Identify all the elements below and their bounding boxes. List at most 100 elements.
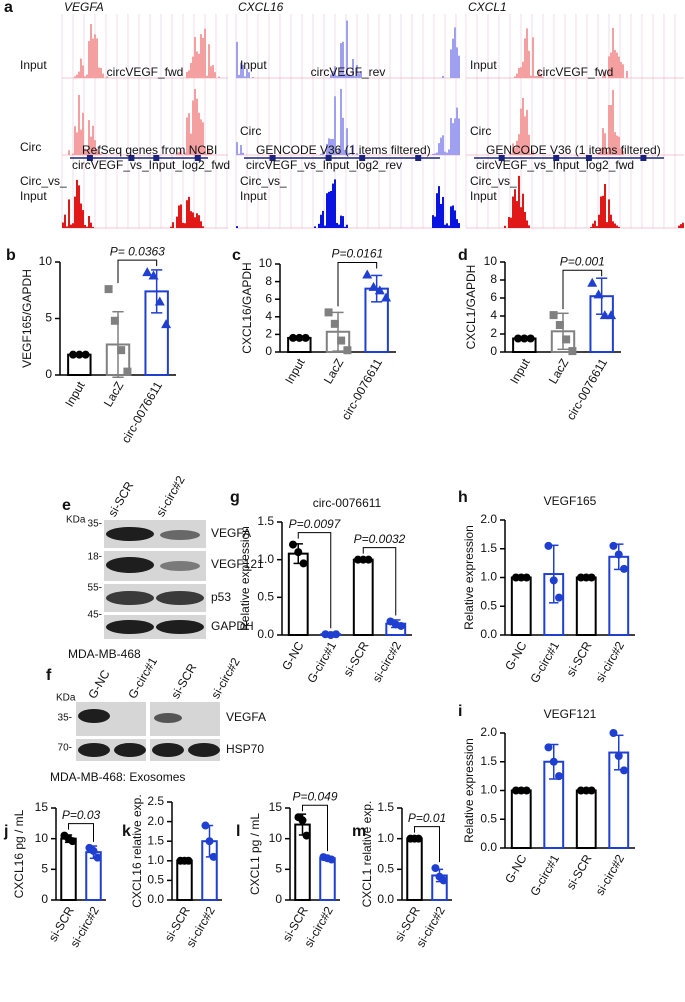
data-point [93,853,102,862]
x-tick-label: Input [507,356,533,387]
bar [575,576,597,636]
coverage-bar [334,179,336,228]
data-point [288,540,297,549]
data-point [520,334,529,343]
coverage-bar [186,71,188,78]
data-point [522,786,531,795]
data-point [123,367,132,376]
significance-bracket [414,826,440,863]
exon [269,155,276,161]
coverage-bar [76,74,78,78]
x-tick-label: G-circ#1 [527,639,562,686]
coverage-bar [186,117,188,155]
y-tick-label: 0.0 [377,892,394,906]
coverage-bar [78,71,80,78]
coverage-bar [452,123,454,155]
coverage-bar [90,136,92,155]
coverage-bar [354,76,356,78]
coverage-bar [192,212,194,228]
coverage-bar [200,221,202,228]
coverage-bar [210,66,212,78]
panel-label: f [46,667,52,684]
x-tick-label: G-NC [502,852,530,886]
bar [510,576,532,636]
coverage-bar [514,189,516,228]
x-tick-label: si-circ#2 [370,639,405,685]
track-label: Input [240,58,267,72]
coverage-bar [214,72,216,78]
coverage-bar [84,224,86,228]
panel-label: i [458,703,462,720]
lane-label: si-circ#2 [153,473,188,519]
coverage-bar [352,144,354,155]
coverage-bar [620,148,622,155]
coverage-bar [446,223,448,228]
coverage-bar [340,89,342,155]
significance-bracket [302,804,328,852]
data-point [154,296,165,306]
coverage-bar [610,52,612,78]
coverage-bar [100,67,102,78]
coverage-bar [80,58,82,78]
y-tick-label: 0.0 [257,627,274,641]
coverage-bar [72,223,74,228]
y-axis-label: Relative expression [462,738,476,843]
significance-bracket [337,262,378,307]
panel-label: c [232,247,241,264]
coverage-bar [454,118,456,155]
x-tick-label: si-circ#2 [593,639,628,685]
x-tick-label: Input [62,379,88,410]
size-marker: 55- [88,583,102,594]
coverage-bar [678,225,680,228]
coverage-bar [184,152,186,155]
coverage-bar [340,215,342,228]
track-note: GENCODE V36 (1 items filtered) [256,143,431,157]
coverage-bar [236,142,238,155]
protein: GAPDH [211,619,254,633]
coverage-bar [536,76,538,78]
coverage-bar [518,67,520,78]
coverage-bar [332,71,334,78]
coverage-bar [326,143,328,155]
data-point [343,346,352,355]
coverage-bar [618,56,620,78]
coverage-bar [528,225,530,228]
y-tick-label: 0 [45,367,52,381]
y-tick-label: 10 [269,831,283,845]
y-tick-label: 1.5 [480,754,497,768]
band [160,530,200,540]
coverage-bar [86,74,88,78]
bar [176,859,193,901]
coverage-bar [238,153,240,155]
coverage-bar [448,149,450,155]
coverage-bar [622,64,624,78]
coverage-bar [456,107,458,155]
data-point [184,856,193,865]
track-note: circVEGF_fwd [537,65,614,79]
coverage-bar [68,150,70,155]
lane-label: G-circ#1 [125,655,160,702]
p-value: P=0.001 [560,254,605,268]
x-tick-label: si-SCR [563,639,594,679]
coverage-bar [334,66,336,78]
coverage-bar [514,76,516,78]
coverage-bar [90,222,92,228]
coverage-bar [518,175,520,228]
coverage-bar [92,125,94,155]
coverage-bar [76,179,78,228]
band [188,743,220,757]
coverage-bar [528,50,530,78]
y-tick-label: 0 [490,344,497,358]
data-point [299,559,308,568]
coverage-bar [98,67,100,78]
x-tick-label: si-circ#2 [593,852,628,898]
track-label: Input [240,189,267,203]
unit: KDa [56,693,76,704]
p-value: P=0.01 [408,811,446,825]
cell-line: MDA-MB-468: Exosomes [50,770,185,784]
data-point [609,729,618,737]
bar [352,558,374,637]
coverage-bar [188,196,190,228]
track-label: Circ [470,124,491,138]
track-note: circVEGF_vs_Input_log2_fwd [72,158,230,172]
